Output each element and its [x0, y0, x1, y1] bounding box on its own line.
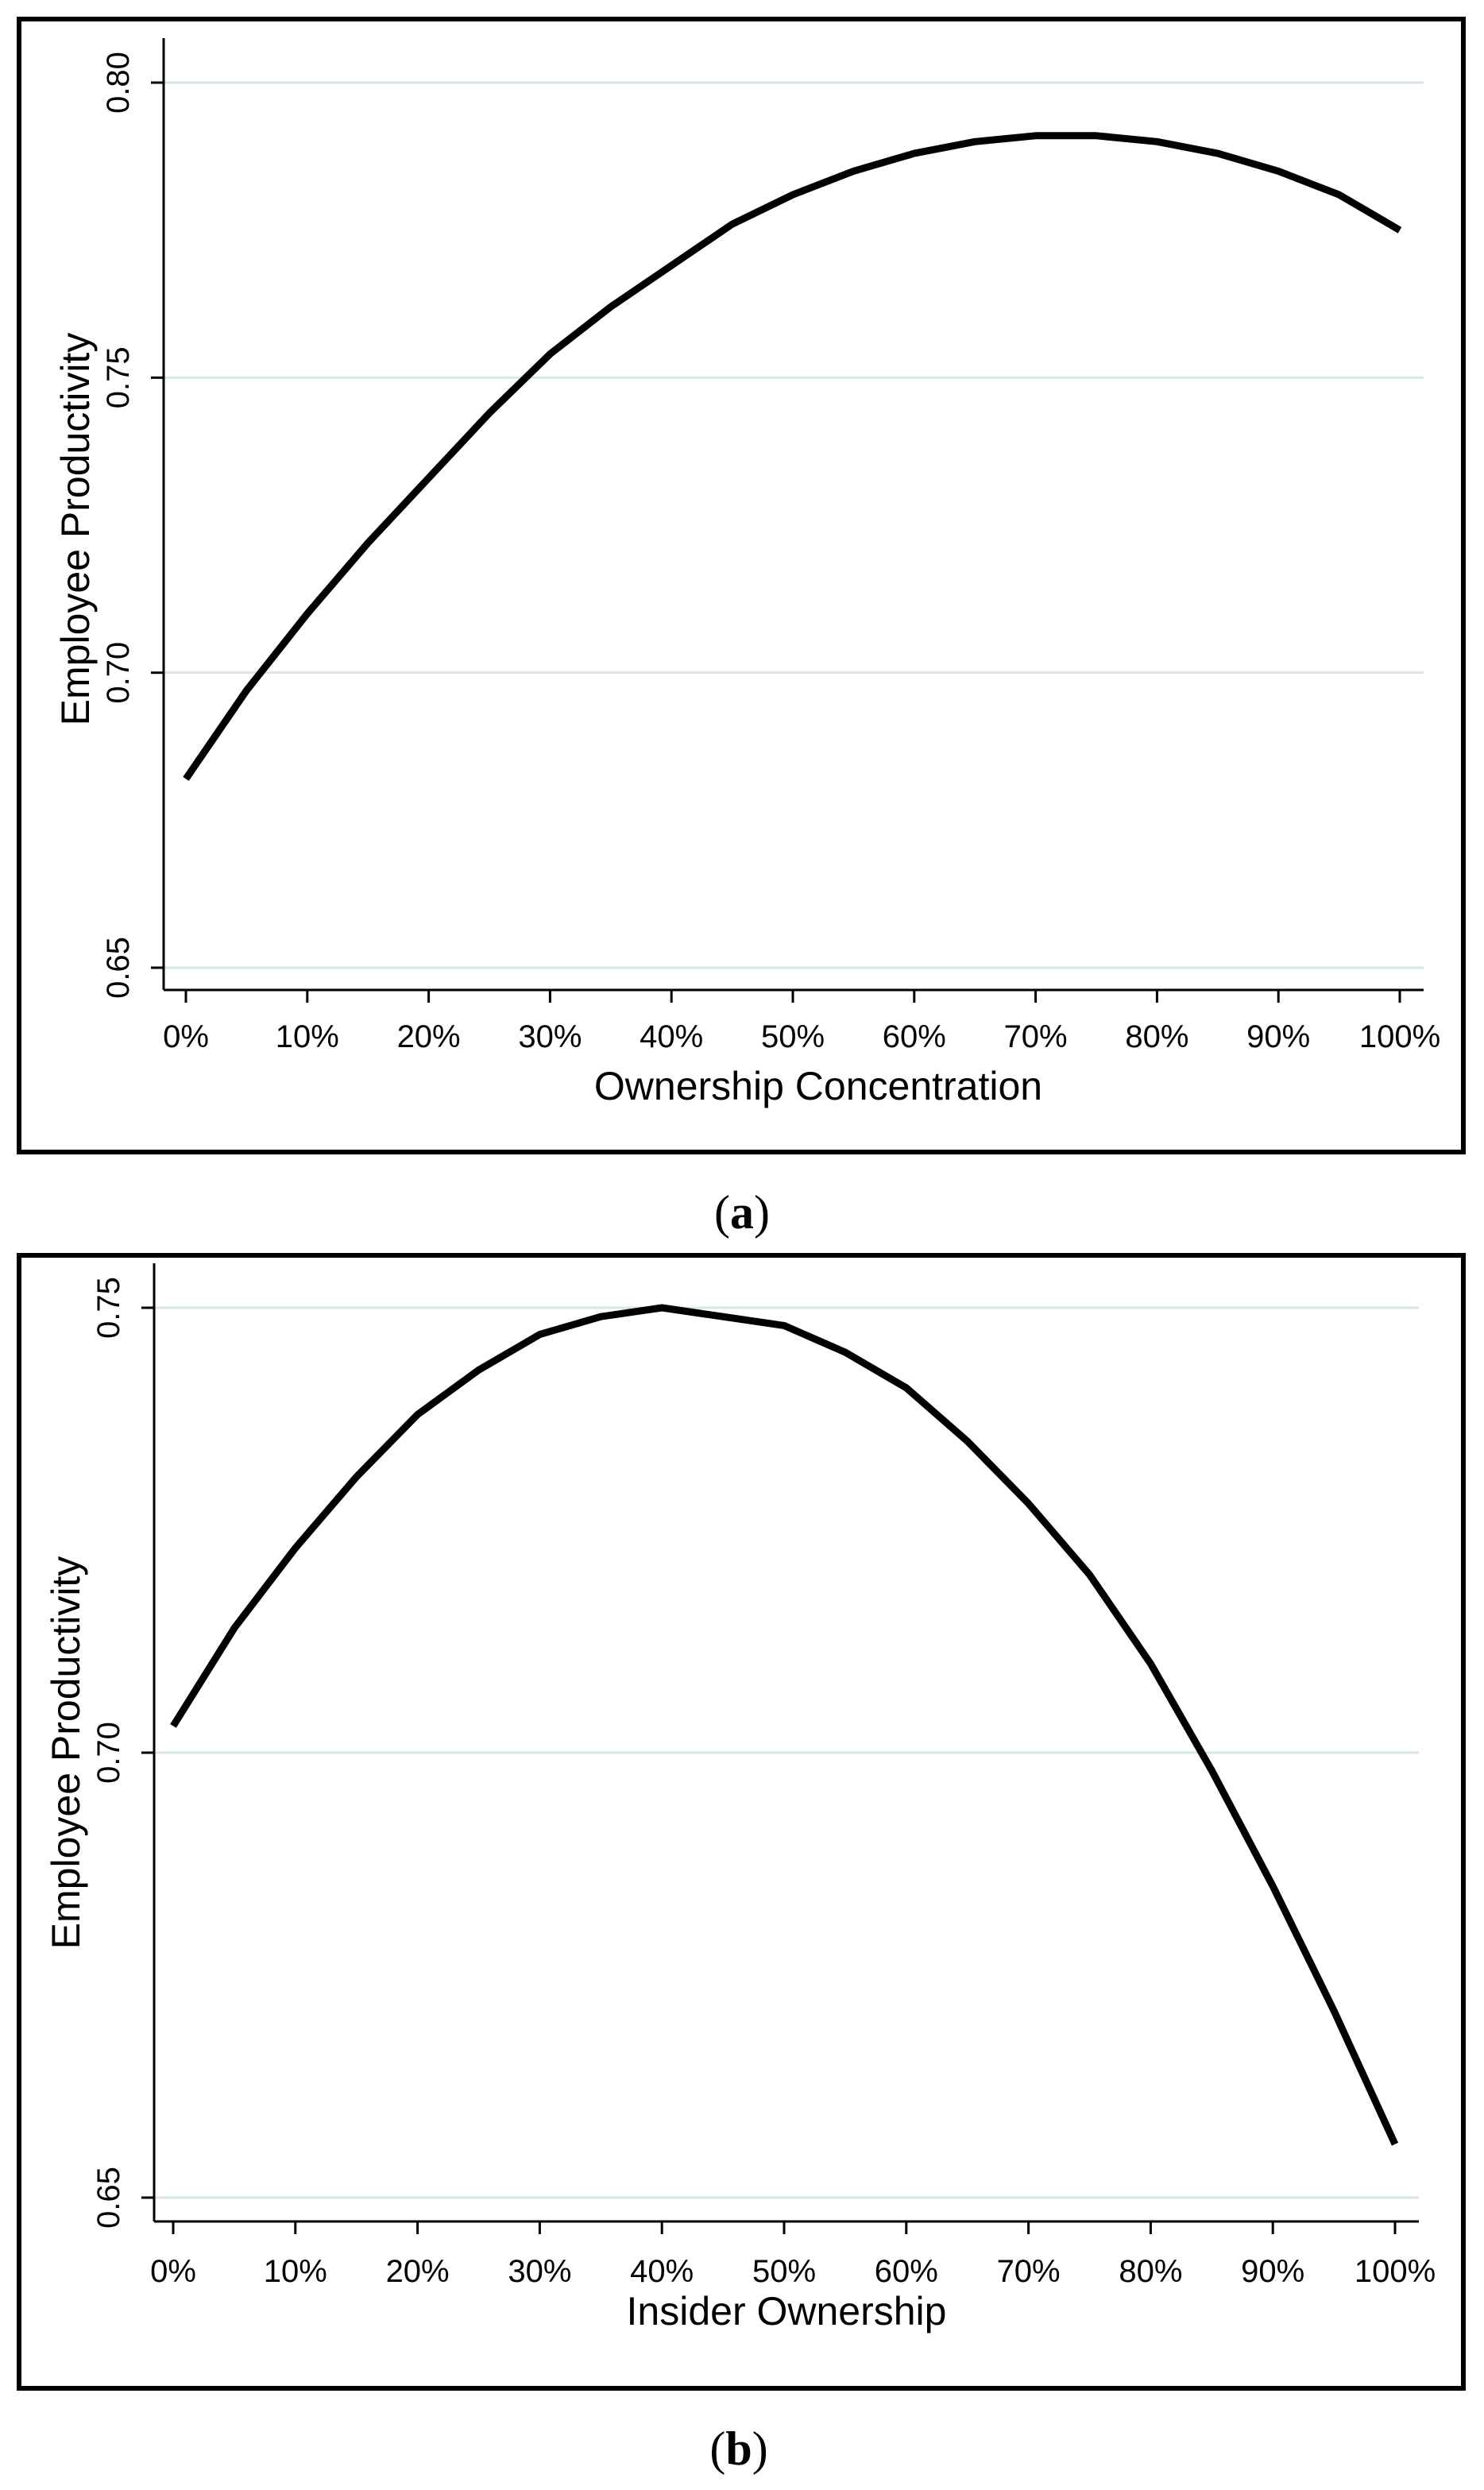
panel-a-x-tick-label: 0% — [163, 1019, 209, 1054]
panel-b-caption-letter: b — [725, 2422, 752, 2475]
panel-b-x-tick-label: 90% — [1241, 2254, 1304, 2289]
panel-a-frame — [17, 17, 1466, 1154]
panel-a-x-tick-label: 30% — [518, 1019, 582, 1054]
panel-b-x-tick-label: 100% — [1355, 2254, 1436, 2289]
panel-a-y-tick-label: 0.70 — [101, 642, 136, 704]
panel-b-x-tick-label: 30% — [508, 2254, 571, 2289]
panel-b-x-tick-label: 60% — [875, 2254, 938, 2289]
panel-b-x-axis: 0% 10% 20% 30% 40% 50% 60% 70% 80% 90% 100% — [150, 2220, 1436, 2289]
panel-a-x-axis-title: Ownership Concentration — [594, 1064, 1042, 1108]
panel-b-y-axis: 0.65 0.70 0.75 — [91, 1263, 156, 2229]
panel-b-x-tick-label: 70% — [997, 2254, 1061, 2289]
panel-a-caption-letter: a — [730, 1186, 754, 1239]
panel-b-x-tick-label: 40% — [630, 2254, 694, 2289]
panel-a-x-tick-label: 10% — [276, 1019, 339, 1054]
panel-b-frame — [17, 1253, 1466, 2391]
panel-a-x-tick-label: 80% — [1125, 1019, 1188, 1054]
panel-a-x-tick-label: 90% — [1246, 1019, 1310, 1054]
panel-b-x-tick-label: 0% — [150, 2254, 196, 2289]
panel-b-x-tick-label: 80% — [1119, 2254, 1182, 2289]
panel-b-y-tick-label: 0.65 — [91, 2167, 126, 2229]
panel-a-x-tick-label: 100% — [1359, 1019, 1440, 1054]
panel-b-y-tick-label: 0.75 — [91, 1277, 126, 1339]
chart-panel-b: 0.65 0.70 0.75 0% 10% 20% 30% 40% 50% 60% 70% 80% 9… — [17, 1253, 1466, 2391]
panel-a-x-tick-label: 60% — [883, 1019, 946, 1054]
panel-a-gridlines — [164, 81, 1424, 969]
panel-a-y-axis-title: Employee Productivity — [53, 333, 98, 726]
panel-a-x-tick-label: 50% — [761, 1019, 825, 1054]
panel-b-x-tick-label: 10% — [264, 2254, 327, 2289]
panel-b-y-axis-title: Employee Productivity — [44, 1556, 88, 1950]
panel-b-x-tick-label: 50% — [752, 2254, 816, 2289]
panel-a-series-line — [183, 132, 1402, 781]
panel-a-x-tick-label: 40% — [640, 1019, 703, 1054]
chart-panel-a: 0.65 0.70 0.75 0.80 0% 10% 20% 30% 40% 50% 60% 70%… — [17, 17, 1466, 1154]
panel-b-series-line — [170, 1304, 1399, 2146]
panel-a-y-axis: 0.65 0.70 0.75 0.80 — [101, 38, 165, 999]
panel-b-y-tick-label: 0.70 — [91, 1722, 126, 1784]
panel-a-y-tick-label: 0.65 — [101, 937, 136, 999]
panel-a-x-tick-label: 70% — [1004, 1019, 1068, 1054]
panel-a-x-axis: 0% 10% 20% 30% 40% 50% 60% 70% 80% 90% 100% — [163, 988, 1440, 1054]
panel-a-x-tick-label: 20% — [397, 1019, 461, 1054]
panel-a-y-tick-label: 0.80 — [101, 52, 136, 114]
panel-b-x-axis-title: Insider Ownership — [627, 2289, 947, 2333]
panel-b-gridlines — [154, 1306, 1419, 2199]
panel-a-y-tick-label: 0.75 — [101, 346, 136, 408]
panel-b-caption: (b) — [709, 2422, 767, 2475]
panel-a-caption: (a) — [714, 1186, 770, 1239]
panel-b-x-tick-label: 20% — [386, 2254, 450, 2289]
